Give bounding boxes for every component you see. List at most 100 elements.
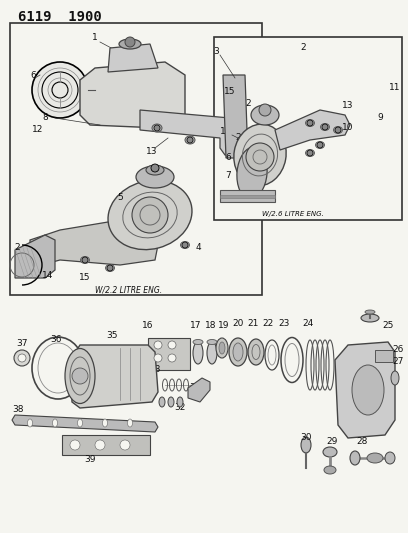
Ellipse shape bbox=[251, 105, 279, 125]
Ellipse shape bbox=[127, 419, 133, 427]
Text: 8: 8 bbox=[42, 114, 48, 123]
Text: 31: 31 bbox=[189, 384, 201, 392]
Ellipse shape bbox=[321, 124, 330, 131]
Ellipse shape bbox=[207, 342, 217, 364]
Text: 2: 2 bbox=[14, 244, 20, 253]
Polygon shape bbox=[275, 110, 350, 150]
Text: 21: 21 bbox=[247, 319, 259, 328]
Text: 2: 2 bbox=[235, 133, 241, 142]
Bar bbox=[220, 195, 275, 198]
Ellipse shape bbox=[180, 241, 189, 248]
Circle shape bbox=[82, 257, 88, 263]
Circle shape bbox=[182, 242, 188, 248]
Text: 32: 32 bbox=[174, 403, 186, 413]
Bar bbox=[10, 23, 262, 295]
Circle shape bbox=[132, 197, 168, 233]
Circle shape bbox=[307, 150, 313, 156]
Text: 19: 19 bbox=[218, 320, 230, 329]
Circle shape bbox=[246, 143, 274, 171]
Ellipse shape bbox=[306, 149, 315, 157]
Ellipse shape bbox=[177, 397, 183, 407]
Circle shape bbox=[32, 62, 88, 118]
Ellipse shape bbox=[361, 314, 379, 322]
Circle shape bbox=[168, 354, 176, 362]
Text: 38: 38 bbox=[12, 406, 24, 415]
Circle shape bbox=[151, 164, 159, 172]
Polygon shape bbox=[70, 345, 158, 408]
Circle shape bbox=[154, 125, 160, 131]
Ellipse shape bbox=[152, 124, 162, 132]
Text: 11: 11 bbox=[389, 84, 401, 93]
Text: 17: 17 bbox=[190, 320, 202, 329]
Ellipse shape bbox=[248, 339, 264, 365]
Circle shape bbox=[168, 341, 176, 349]
Ellipse shape bbox=[333, 126, 342, 133]
Circle shape bbox=[317, 142, 323, 148]
Text: 29: 29 bbox=[326, 438, 338, 447]
Ellipse shape bbox=[385, 452, 395, 464]
Polygon shape bbox=[188, 378, 210, 402]
Text: 15: 15 bbox=[224, 87, 236, 96]
Circle shape bbox=[107, 265, 113, 271]
Text: 6: 6 bbox=[30, 70, 36, 79]
Ellipse shape bbox=[350, 451, 360, 465]
Text: 13: 13 bbox=[146, 148, 158, 157]
Ellipse shape bbox=[27, 419, 33, 427]
Bar bbox=[148, 338, 190, 370]
Bar bbox=[214, 37, 402, 220]
Ellipse shape bbox=[53, 419, 58, 427]
Polygon shape bbox=[12, 415, 158, 432]
Text: 35: 35 bbox=[106, 330, 118, 340]
Circle shape bbox=[72, 368, 88, 384]
Text: 34: 34 bbox=[98, 356, 110, 365]
Bar bbox=[62, 435, 150, 455]
Ellipse shape bbox=[352, 365, 384, 415]
Ellipse shape bbox=[365, 310, 375, 314]
Circle shape bbox=[322, 124, 328, 130]
Text: 20: 20 bbox=[232, 319, 244, 328]
Ellipse shape bbox=[229, 338, 247, 366]
Circle shape bbox=[335, 127, 341, 133]
Polygon shape bbox=[223, 75, 248, 158]
Text: 3: 3 bbox=[213, 47, 219, 56]
Circle shape bbox=[154, 354, 162, 362]
Circle shape bbox=[259, 104, 271, 116]
Polygon shape bbox=[335, 342, 395, 438]
Ellipse shape bbox=[193, 342, 203, 364]
Text: 13: 13 bbox=[342, 101, 354, 109]
Ellipse shape bbox=[102, 419, 107, 427]
Text: 39: 39 bbox=[84, 456, 96, 464]
Ellipse shape bbox=[159, 397, 165, 407]
Text: 12: 12 bbox=[32, 125, 44, 134]
Text: 24: 24 bbox=[302, 319, 314, 328]
Text: 18: 18 bbox=[205, 320, 217, 329]
Text: 28: 28 bbox=[356, 438, 368, 447]
Ellipse shape bbox=[108, 180, 192, 249]
Text: 5: 5 bbox=[117, 193, 123, 203]
Polygon shape bbox=[108, 44, 158, 72]
Text: 2: 2 bbox=[245, 100, 251, 109]
Ellipse shape bbox=[185, 136, 195, 144]
Ellipse shape bbox=[391, 371, 399, 385]
Ellipse shape bbox=[65, 349, 95, 403]
Ellipse shape bbox=[323, 447, 337, 457]
Circle shape bbox=[154, 341, 162, 349]
Ellipse shape bbox=[306, 119, 315, 126]
Circle shape bbox=[125, 37, 135, 47]
Text: 10: 10 bbox=[342, 124, 354, 133]
Ellipse shape bbox=[315, 141, 324, 149]
Text: 6119  1900: 6119 1900 bbox=[18, 10, 102, 24]
Ellipse shape bbox=[207, 340, 217, 344]
Polygon shape bbox=[140, 110, 238, 155]
Text: 1: 1 bbox=[92, 34, 98, 43]
Text: W/2.6 LITRE ENG.: W/2.6 LITRE ENG. bbox=[262, 211, 324, 217]
Text: 2: 2 bbox=[300, 43, 306, 52]
Text: 33: 33 bbox=[149, 366, 161, 375]
Ellipse shape bbox=[216, 338, 228, 358]
Text: 4: 4 bbox=[195, 244, 201, 253]
Ellipse shape bbox=[237, 147, 267, 199]
Ellipse shape bbox=[301, 437, 311, 453]
Circle shape bbox=[14, 350, 30, 366]
Ellipse shape bbox=[146, 165, 164, 175]
Text: W/2.2 LITRE ENG.: W/2.2 LITRE ENG. bbox=[95, 286, 162, 295]
